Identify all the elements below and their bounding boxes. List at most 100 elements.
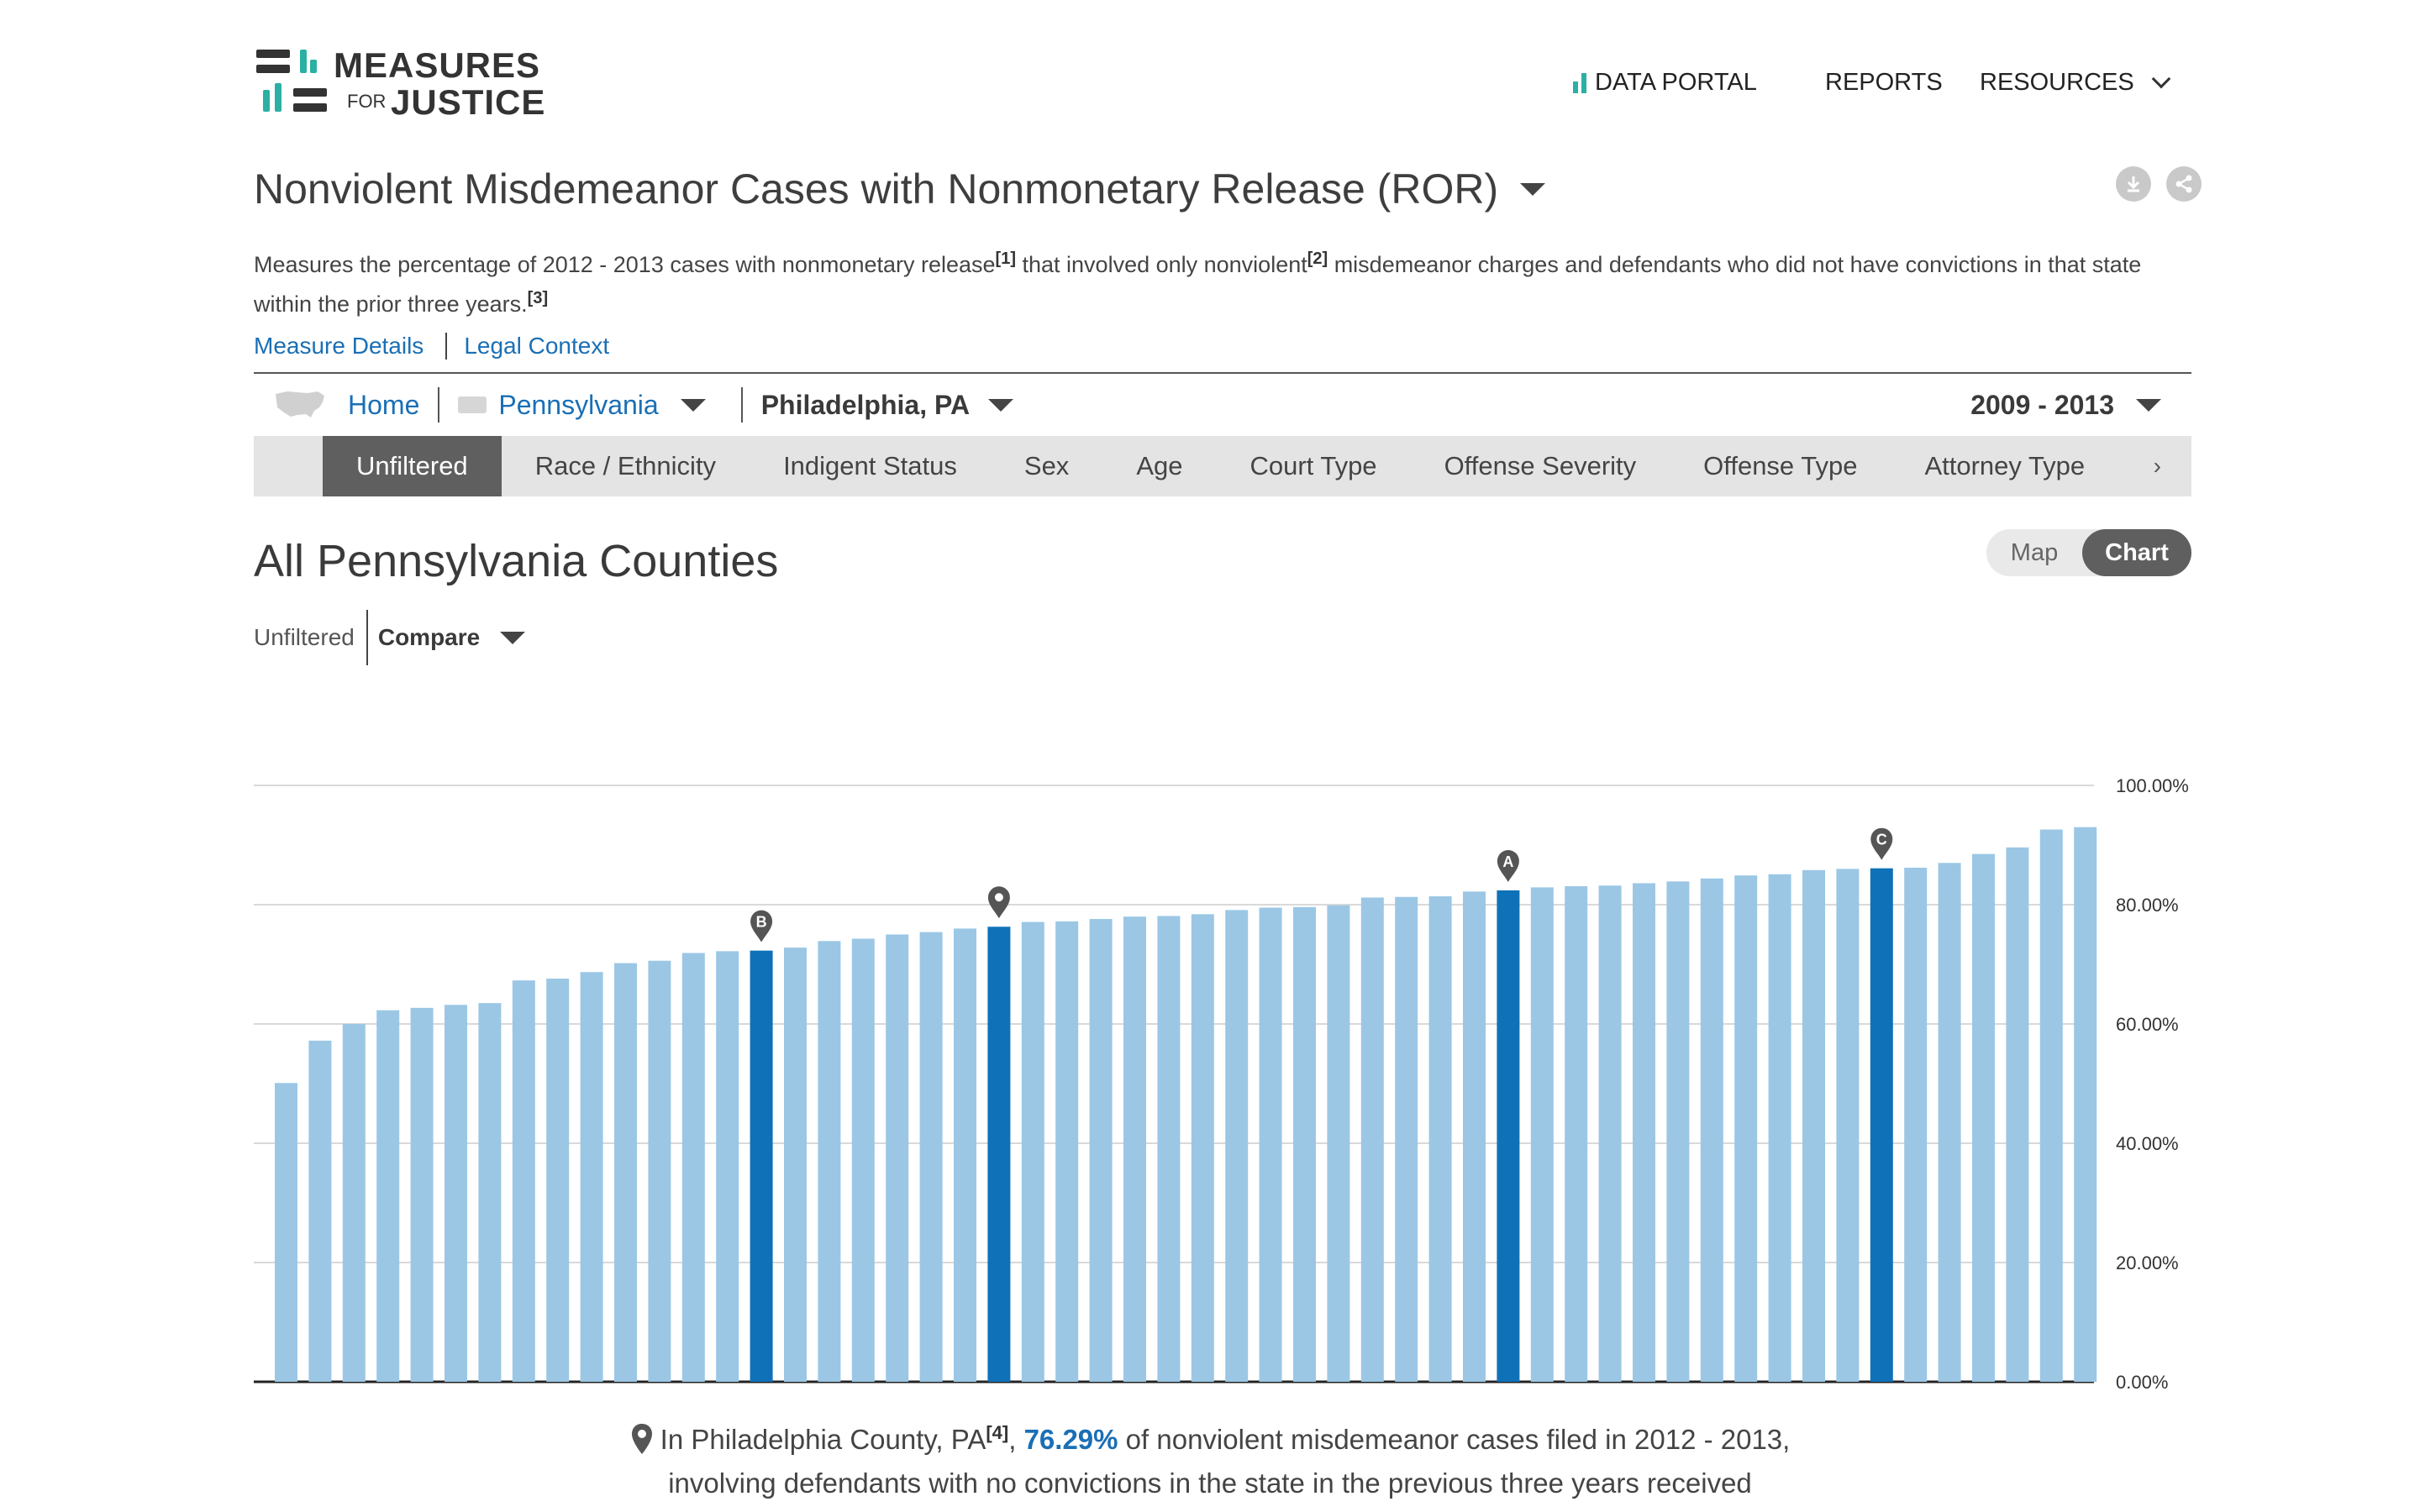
tab-court-type[interactable]: Court Type: [1249, 451, 1377, 480]
nav-reports[interactable]: REPORTS: [1825, 69, 1943, 96]
map-pin-icon[interactable]: [1870, 827, 1893, 860]
bar[interactable]: [1089, 919, 1113, 1382]
bar[interactable]: [410, 1007, 434, 1382]
year-range-select[interactable]: 2009 - 2013: [1970, 390, 2161, 421]
bar[interactable]: [1598, 885, 1622, 1382]
breadcrumb-home[interactable]: Home: [348, 389, 420, 420]
measure-description: Measures the percentage of 2012 - 2013 c…: [254, 242, 2186, 321]
bar[interactable]: [1463, 891, 1486, 1382]
tab-offense-type[interactable]: Offense Type: [1703, 451, 1858, 480]
year-range-label: 2009 - 2013: [1970, 389, 2114, 420]
highlighted-bar[interactable]: [750, 950, 773, 1382]
tab-sex[interactable]: Sex: [1023, 451, 1070, 480]
bar[interactable]: [614, 963, 637, 1382]
legal-context-link[interactable]: Legal Context: [464, 333, 610, 359]
highlighted-bar[interactable]: [987, 927, 1011, 1382]
caret-down-icon: [500, 631, 526, 644]
breadcrumb-state[interactable]: Pennsylvania: [498, 389, 659, 420]
bar[interactable]: [851, 938, 875, 1382]
caret-down-icon[interactable]: [988, 398, 1014, 412]
summary-line-1: In Philadelphia County, PA[4], 76.29% of…: [0, 1411, 2420, 1462]
summary-detail: of nonviolent misdemeanor cases filed in…: [1118, 1424, 1791, 1455]
view-toggle-map[interactable]: Map: [2010, 538, 2059, 566]
bar[interactable]: [1836, 869, 1860, 1382]
bar[interactable]: [512, 980, 535, 1382]
tab-indigent-status[interactable]: Indigent Status: [783, 451, 957, 480]
bar[interactable]: [1225, 910, 1249, 1382]
bar[interactable]: [1428, 896, 1452, 1382]
bar[interactable]: [1395, 896, 1418, 1382]
nav-resources[interactable]: RESOURCES: [1980, 66, 2171, 99]
bar[interactable]: [1972, 853, 1995, 1382]
footnote-ref[interactable]: [2]: [1307, 249, 1328, 268]
bar[interactable]: [1293, 906, 1316, 1382]
bar[interactable]: [818, 941, 841, 1382]
summary-text: In Philadelphia County, PA[4], 76.29% of…: [0, 1411, 2420, 1505]
bar[interactable]: [1802, 869, 1825, 1382]
share-icon[interactable]: [2166, 166, 2202, 202]
bar[interactable]: [478, 1003, 502, 1382]
bar[interactable]: [2039, 829, 2063, 1382]
compare-dropdown[interactable]: Compare: [378, 624, 526, 651]
bar[interactable]: [1666, 881, 1690, 1382]
bar[interactable]: [716, 951, 739, 1382]
bar[interactable]: [1565, 885, 1588, 1382]
bar[interactable]: [275, 1083, 297, 1382]
map-pin-icon[interactable]: [987, 886, 1010, 919]
bar[interactable]: [2006, 847, 2029, 1382]
bar[interactable]: [445, 1005, 467, 1382]
page-title[interactable]: Nonviolent Misdemeanor Cases with Nonmon…: [254, 160, 1546, 218]
summary-comma: ,: [1008, 1424, 1024, 1455]
bar[interactable]: [1768, 874, 1791, 1382]
bar[interactable]: [954, 928, 976, 1382]
bar[interactable]: [1938, 863, 1961, 1382]
bar[interactable]: [1327, 905, 1350, 1382]
bar[interactable]: [919, 932, 943, 1382]
tabs-scroll-right-icon[interactable]: ›: [2153, 453, 2161, 479]
summary-county: In Philadelphia County, PA: [660, 1424, 986, 1455]
bar[interactable]: [1734, 875, 1758, 1382]
bar[interactable]: [376, 1010, 400, 1382]
bar[interactable]: [1055, 921, 1079, 1382]
bar[interactable]: [1633, 883, 1655, 1382]
footnote-ref[interactable]: [4]: [986, 1422, 1009, 1443]
bar[interactable]: [1259, 907, 1282, 1382]
caret-down-icon[interactable]: [680, 398, 706, 412]
highlighted-bar[interactable]: [1497, 890, 1520, 1382]
bar[interactable]: [1904, 867, 1928, 1382]
map-pin-icon[interactable]: [750, 910, 773, 942]
measure-details-link[interactable]: Measure Details: [254, 333, 424, 359]
bar[interactable]: [308, 1040, 332, 1382]
bar[interactable]: [1021, 921, 1044, 1382]
tab-race-ethnicity[interactable]: Race / Ethnicity: [534, 451, 717, 480]
map-pin-icon[interactable]: [1497, 849, 1519, 882]
footnote-ref[interactable]: [1]: [995, 249, 1016, 268]
bar[interactable]: [648, 960, 671, 1382]
footnote-ref[interactable]: [3]: [527, 289, 549, 307]
highlighted-bar[interactable]: [1870, 868, 1893, 1382]
description-text: Measures the percentage of 2012 - 2013 c…: [254, 252, 996, 277]
nav-data-portal[interactable]: DATA PORTAL: [1573, 66, 1757, 99]
logo[interactable]: MEASURES FOR JUSTICE: [256, 46, 559, 123]
breadcrumb-county[interactable]: Philadelphia, PA: [760, 389, 971, 420]
tab-unfiltered[interactable]: Unfiltered: [323, 436, 502, 496]
tab-attorney-type[interactable]: Attorney Type: [1924, 451, 2086, 480]
tab-age[interactable]: Age: [1136, 451, 1183, 480]
bar[interactable]: [886, 934, 909, 1383]
bar[interactable]: [546, 979, 570, 1382]
nav-data-portal-label: DATA PORTAL: [1595, 69, 1757, 96]
bar[interactable]: [2074, 827, 2097, 1382]
bar[interactable]: [1157, 916, 1181, 1382]
bar[interactable]: [784, 948, 807, 1382]
download-icon[interactable]: [2116, 166, 2151, 202]
bar[interactable]: [1123, 916, 1146, 1382]
bar[interactable]: [1700, 878, 1723, 1382]
bar[interactable]: [1191, 914, 1214, 1382]
bar[interactable]: [342, 1024, 366, 1382]
bar[interactable]: [1360, 897, 1384, 1382]
bar[interactable]: [580, 972, 603, 1382]
view-toggle-chart[interactable]: Chart: [2082, 529, 2191, 576]
bar[interactable]: [1530, 887, 1554, 1382]
tab-offense-severity[interactable]: Offense Severity: [1444, 451, 1637, 480]
bar[interactable]: [681, 953, 705, 1382]
